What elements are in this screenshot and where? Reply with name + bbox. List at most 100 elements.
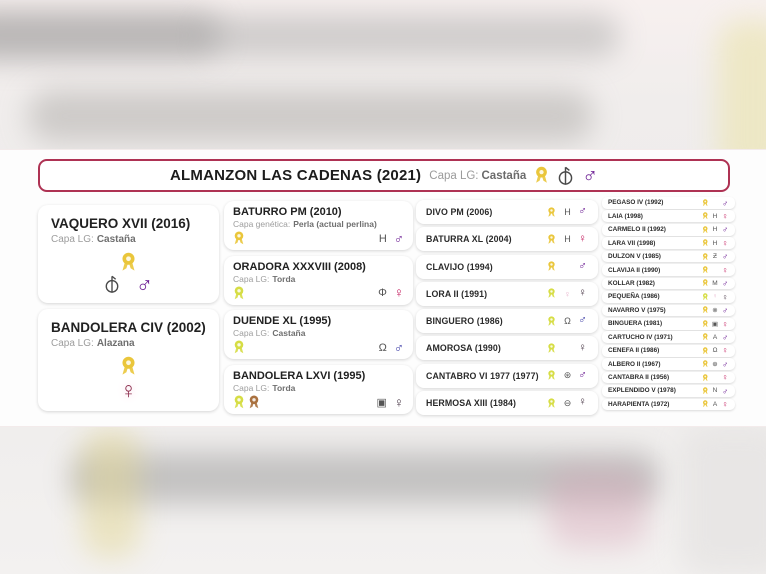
sex-icon: ♂ bbox=[721, 224, 729, 235]
horse-name: BANDOLERA LXVI (1995) bbox=[233, 369, 366, 382]
ancestor-card[interactable]: NAVARRO V (1975) ⊗ ♂ bbox=[602, 304, 735, 317]
horse-name: HERMOSA XIII (1984) bbox=[426, 398, 517, 409]
ancestor-card-sire[interactable]: VAQUERO XVII (2016) Capa LG: Castaña ♂ bbox=[38, 205, 219, 303]
horse-name: BINGUERO (1986) bbox=[426, 316, 503, 327]
award-medal-icon bbox=[547, 261, 556, 272]
male-icon: ♂ bbox=[393, 230, 404, 246]
brand-mark-icon: H bbox=[712, 212, 718, 220]
ancestor-card[interactable]: BANDOLERA LXVI (1995) Capa LG: Torda ▣ ♀ bbox=[224, 364, 413, 414]
root-horse-card[interactable]: ALMANZON LAS CADENAS (2021) Capa LG: Cast… bbox=[38, 159, 730, 192]
horse-name: LARA VII (1998) bbox=[608, 239, 656, 247]
award-medal-icon bbox=[702, 226, 709, 234]
ancestor-card[interactable]: EXPLENDIDO V (1978) N ♂ bbox=[602, 385, 735, 397]
award-medal-icon bbox=[547, 288, 556, 299]
award-medal-icon bbox=[702, 387, 709, 395]
horse-name: LAIA (1998) bbox=[608, 212, 643, 220]
ancestor-card[interactable]: DIVO PM (2006) H ♂ bbox=[416, 200, 598, 224]
sex-icon: ♀ bbox=[578, 396, 587, 409]
ancestor-card[interactable]: BINGUERA (1981) ▣ ♀ bbox=[602, 317, 735, 330]
horse-name: DIVO PM (2006) bbox=[426, 207, 493, 217]
sex-icon: ♀ bbox=[721, 399, 729, 410]
brand-mark-icon: ⊕ bbox=[712, 361, 718, 369]
sex-icon: ♂ bbox=[578, 369, 587, 382]
brand-mark-icon: ⊗ bbox=[712, 307, 718, 315]
brand-mark-icon: ⊖ bbox=[563, 397, 572, 408]
ancestor-card[interactable]: HERMOSA XIII (1984) ⊖ ♀ bbox=[416, 391, 598, 416]
award-medal-icon bbox=[233, 231, 245, 246]
ancestor-card[interactable]: BINGUERO (1986) Ω ♂ bbox=[416, 309, 598, 334]
ancestor-card[interactable]: BATURRO PM (2010) Capa genética: Perla (a… bbox=[224, 201, 413, 250]
horse-name: NAVARRO V (1975) bbox=[608, 306, 666, 314]
ancestor-card[interactable]: HARAPIENTA (1972) A ♀ bbox=[602, 398, 735, 411]
brand-mark-icon: H bbox=[564, 234, 571, 245]
capa-line: Capa LG: Castaña bbox=[51, 234, 136, 245]
brand-mark-icon: A bbox=[712, 400, 718, 408]
sex-icon: ♀ bbox=[721, 211, 729, 222]
horse-name: PEGASO IV (1992) bbox=[608, 199, 664, 207]
ancestor-card[interactable]: PEGASO IV (1992) ♂ bbox=[602, 197, 735, 209]
horse-name: DUENDE XL (1995) bbox=[233, 315, 332, 328]
ancestor-card[interactable]: CLAVIJO (1994) ♂ bbox=[416, 254, 598, 279]
ancestor-card[interactable]: BATURRA XL (2004) H ♀ bbox=[416, 227, 598, 252]
ancestor-card[interactable]: CANTABRO VI 1977 (1977) ⊛ ♂ bbox=[416, 363, 598, 388]
ancestor-card[interactable]: LARA VII (1998) H ♀ bbox=[602, 237, 735, 249]
generation-3-column: DIVO PM (2006) H ♂ BATURRA XL (2004) H ♀… bbox=[416, 200, 598, 416]
male-icon: ♂ bbox=[135, 271, 154, 297]
horse-name: PEQUEÑA (1986) bbox=[608, 293, 660, 301]
sex-icon: ♀ bbox=[721, 264, 729, 275]
horse-name: EXPLENDIDO V (1978) bbox=[608, 387, 676, 395]
award-medal-icon bbox=[120, 252, 137, 273]
brand-circle-icon bbox=[104, 275, 120, 294]
horse-name: ORADORA XXXVIII (2008) bbox=[233, 260, 366, 273]
award-medal-icon bbox=[702, 347, 709, 355]
female-icon: ♀ bbox=[393, 394, 404, 410]
ancestor-card-dam[interactable]: BANDOLERA CIV (2002) Capa LG: Alazana ♀ bbox=[38, 309, 219, 411]
award-medal-icon bbox=[702, 253, 709, 261]
horse-name: DULZON V (1985) bbox=[608, 253, 661, 261]
sex-icon: ♂ bbox=[578, 259, 587, 272]
ancestor-card[interactable]: CENEFA II (1986) Ω ♀ bbox=[602, 344, 735, 357]
generation-1-column: VAQUERO XVII (2016) Capa LG: Castaña ♂ BA… bbox=[38, 205, 219, 411]
ancestor-card[interactable]: LAIA (1998) H ♀ bbox=[602, 210, 735, 223]
ancestor-card[interactable]: LORA II (1991) ♀ ♀ bbox=[416, 281, 598, 306]
background-blur bbox=[200, 14, 620, 58]
brand-mark-icon: Φ bbox=[378, 287, 387, 300]
sex-icon: ♂ bbox=[721, 358, 729, 369]
ancestor-card[interactable]: ORADORA XXXVIII (2008) Capa LG: Torda Φ ♀ bbox=[224, 255, 413, 305]
female-small-icon: ♀ bbox=[712, 293, 718, 301]
sex-icon: ♂ bbox=[721, 251, 729, 262]
brand-circle-icon bbox=[557, 166, 574, 186]
award-medal-icon bbox=[547, 234, 556, 245]
ancestor-card[interactable]: AMOROSA (1990) ♀ bbox=[416, 336, 598, 361]
background-blur bbox=[28, 90, 593, 142]
ancestor-card[interactable]: CARMELO II (1992) H ♂ bbox=[602, 223, 735, 236]
ancestor-card[interactable]: PEQUEÑA (1986) ♀ ♀ bbox=[602, 291, 735, 303]
ancestor-card[interactable]: CANTABRA II (1956) ♀ bbox=[602, 371, 735, 384]
capa-line: Capa LG: Castaña bbox=[233, 328, 306, 339]
background-blur bbox=[70, 452, 660, 504]
award-medal-icon bbox=[547, 343, 556, 354]
ancestor-card[interactable]: CARTUCHO IV (1971) A ♂ bbox=[602, 331, 735, 344]
background-blur bbox=[680, 426, 766, 574]
award-medal-icon bbox=[702, 320, 709, 328]
horse-name: KOLLAR (1982) bbox=[608, 279, 655, 287]
award-medal-icon bbox=[547, 207, 556, 218]
ancestor-card[interactable]: CLAVIJA II (1990) ♀ bbox=[602, 264, 735, 276]
ancestor-card[interactable]: DULZON V (1985) Ƶ ♂ bbox=[602, 250, 735, 263]
award-medal-icon bbox=[547, 398, 556, 409]
award-medal-icon bbox=[547, 370, 556, 381]
award-medal-icon bbox=[233, 286, 245, 301]
background-blur bbox=[548, 468, 648, 548]
background-blur bbox=[82, 428, 140, 558]
ancestor-card[interactable]: KOLLAR (1982) M ♂ bbox=[602, 277, 735, 290]
ancestor-card[interactable]: DUENDE XL (1995) Capa LG: Castaña Ω ♂ bbox=[224, 310, 413, 360]
background-blur bbox=[0, 10, 220, 60]
award-medal-icon bbox=[233, 340, 245, 355]
brand-mark-icon: Ƶ bbox=[713, 253, 717, 261]
capa-line: Capa LG: Alazana bbox=[51, 338, 135, 349]
ancestor-card[interactable]: ALBERO II (1967) ⊕ ♂ bbox=[602, 358, 735, 370]
brand-mark-icon: ▣ bbox=[376, 396, 387, 409]
brand-mark-icon: Ω bbox=[564, 316, 571, 327]
award-medal-icon bbox=[702, 266, 709, 274]
